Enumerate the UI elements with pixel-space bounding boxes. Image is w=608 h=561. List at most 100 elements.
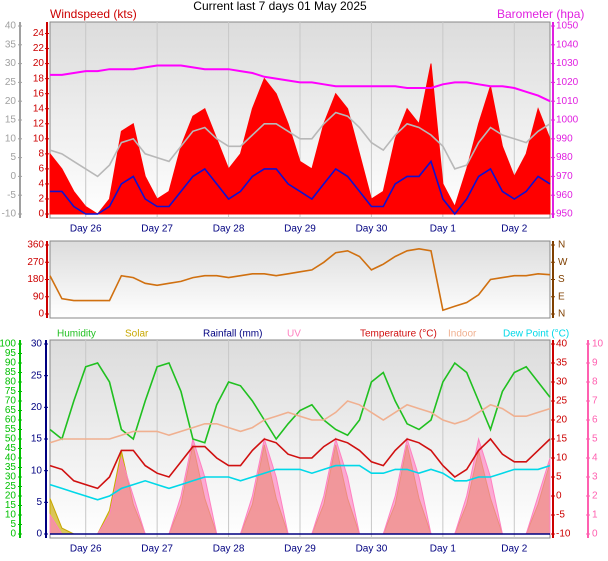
y-tick-label: 60 [5,415,17,426]
y-tick-label: 3 [592,472,598,483]
y-tick-label: 30 [31,339,43,350]
legend-label: Temperature (°C) [360,329,437,340]
y-tick-label: 25 [556,396,568,407]
y-tick-label: 7 [592,396,598,407]
legend-label: UV [287,329,301,340]
y-tick-label: 1000 [556,115,579,126]
y-tick-label: 25 [5,77,17,88]
y-tick-label: 270 [27,257,44,268]
y-tick-label: 20 [556,415,568,426]
y-tick-label: 30 [5,58,17,69]
y-tick-label: S [558,274,565,285]
y-tick-label: 85 [5,367,17,378]
y-tick-label: 15 [5,500,17,511]
y-tick-label: 50 [5,434,17,445]
y-tick-label: 35 [556,358,568,369]
y-tick-label: 970 [556,171,573,182]
y-tick-label: 40 [5,21,17,32]
x-tick-label: Day 1 [430,544,457,555]
y-tick-label: 45 [5,443,17,454]
y-tick-label: 65 [5,405,17,416]
y-tick-label: 10 [31,465,43,476]
y-tick-label: 40 [556,339,568,350]
y-tick-label: 0 [36,529,42,540]
y-tick-label: 30 [556,377,568,388]
y-tick-label: 5 [10,519,16,530]
y-tick-label: -5 [7,190,16,201]
y-tick-label: 0 [38,209,44,220]
legend-label: Solar [125,329,149,340]
y-axis-label: Windspeed (kts) [50,7,137,21]
y-tick-label: 0 [10,529,16,540]
y-tick-label: 8 [592,377,598,388]
y-tick-label: 100 [0,339,16,350]
legend-label: Humidity [57,329,96,340]
y-tick-label: 6 [38,164,44,175]
y-tick-label: 25 [5,481,17,492]
y-tick-label: 4 [592,453,598,464]
y-tick-label: 14 [33,103,45,114]
y-tick-label: 360 [27,240,44,251]
y-tick-label: 35 [5,462,17,473]
series-line [50,64,551,103]
y-tick-label: E [558,291,565,302]
y-tick-label: 22 [33,43,45,54]
y2-axis-label: Barometer (hpa) [497,7,584,21]
y-tick-label: 15 [5,115,17,126]
y-tick-label: 5 [556,472,562,483]
y-tick-label: 990 [556,133,573,144]
y-tick-label: 55 [5,424,17,435]
series-line [49,361,551,444]
y-tick-label: 980 [556,152,573,163]
y-tick-label: 4 [38,179,44,190]
y-tick-label: 15 [31,434,43,445]
y-tick-label: N [558,309,565,320]
x-tick-label: Day 30 [356,544,388,555]
x-tick-label: Day 29 [284,544,316,555]
y-tick-label: 1 [592,510,598,521]
y-tick-label: 8 [38,148,44,159]
series-line [50,159,551,216]
y-tick-label: 20 [33,58,45,69]
y-tick-label: 40 [5,453,17,464]
y-tick-label: 5 [592,434,598,445]
y-tick-label: 35 [5,39,17,50]
y-tick-label: 180 [27,274,44,285]
y-tick-label: 10 [592,339,604,350]
y-tick-label: 6 [592,415,598,426]
chart-title: Current last 7 days 01 May 2025 [193,0,367,13]
series-line [49,111,551,178]
y-tick-label: 20 [5,491,17,502]
y-tick-label: 90 [33,291,45,302]
y-tick-label: 10 [5,133,17,144]
y-tick-label: 20 [31,402,43,413]
y-tick-label: 1010 [556,96,579,107]
y-tick-label: 5 [36,497,42,508]
y-tick-label: 12 [33,118,45,129]
x-tick-label: Day 29 [284,224,316,235]
x-tick-label: Day 26 [70,544,102,555]
y-tick-label: 70 [5,396,17,407]
y-tick-label: 10 [33,133,45,144]
y-tick-label: 24 [33,28,45,39]
series-line [49,247,551,312]
y-tick-label: 25 [31,370,43,381]
y-tick-label: 90 [5,358,17,369]
y-tick-label: 1030 [556,58,579,69]
y-tick-label: 0 [592,529,598,540]
y-tick-label: 10 [556,453,568,464]
x-tick-label: Day 28 [213,544,245,555]
series-line [49,437,551,490]
y-tick-label: 0 [38,309,44,320]
y-tick-label: 18 [33,73,45,84]
y-tick-label: -10 [556,529,571,540]
y-tick-label: W [558,257,568,268]
x-tick-label: Day 27 [141,544,173,555]
x-tick-label: Day 30 [356,224,388,235]
y-tick-label: 80 [5,377,17,388]
x-tick-label: Day 27 [141,224,173,235]
y-tick-label: 0 [556,491,562,502]
y-tick-label: -10 [2,209,17,220]
y-tick-label: 1040 [556,39,579,50]
